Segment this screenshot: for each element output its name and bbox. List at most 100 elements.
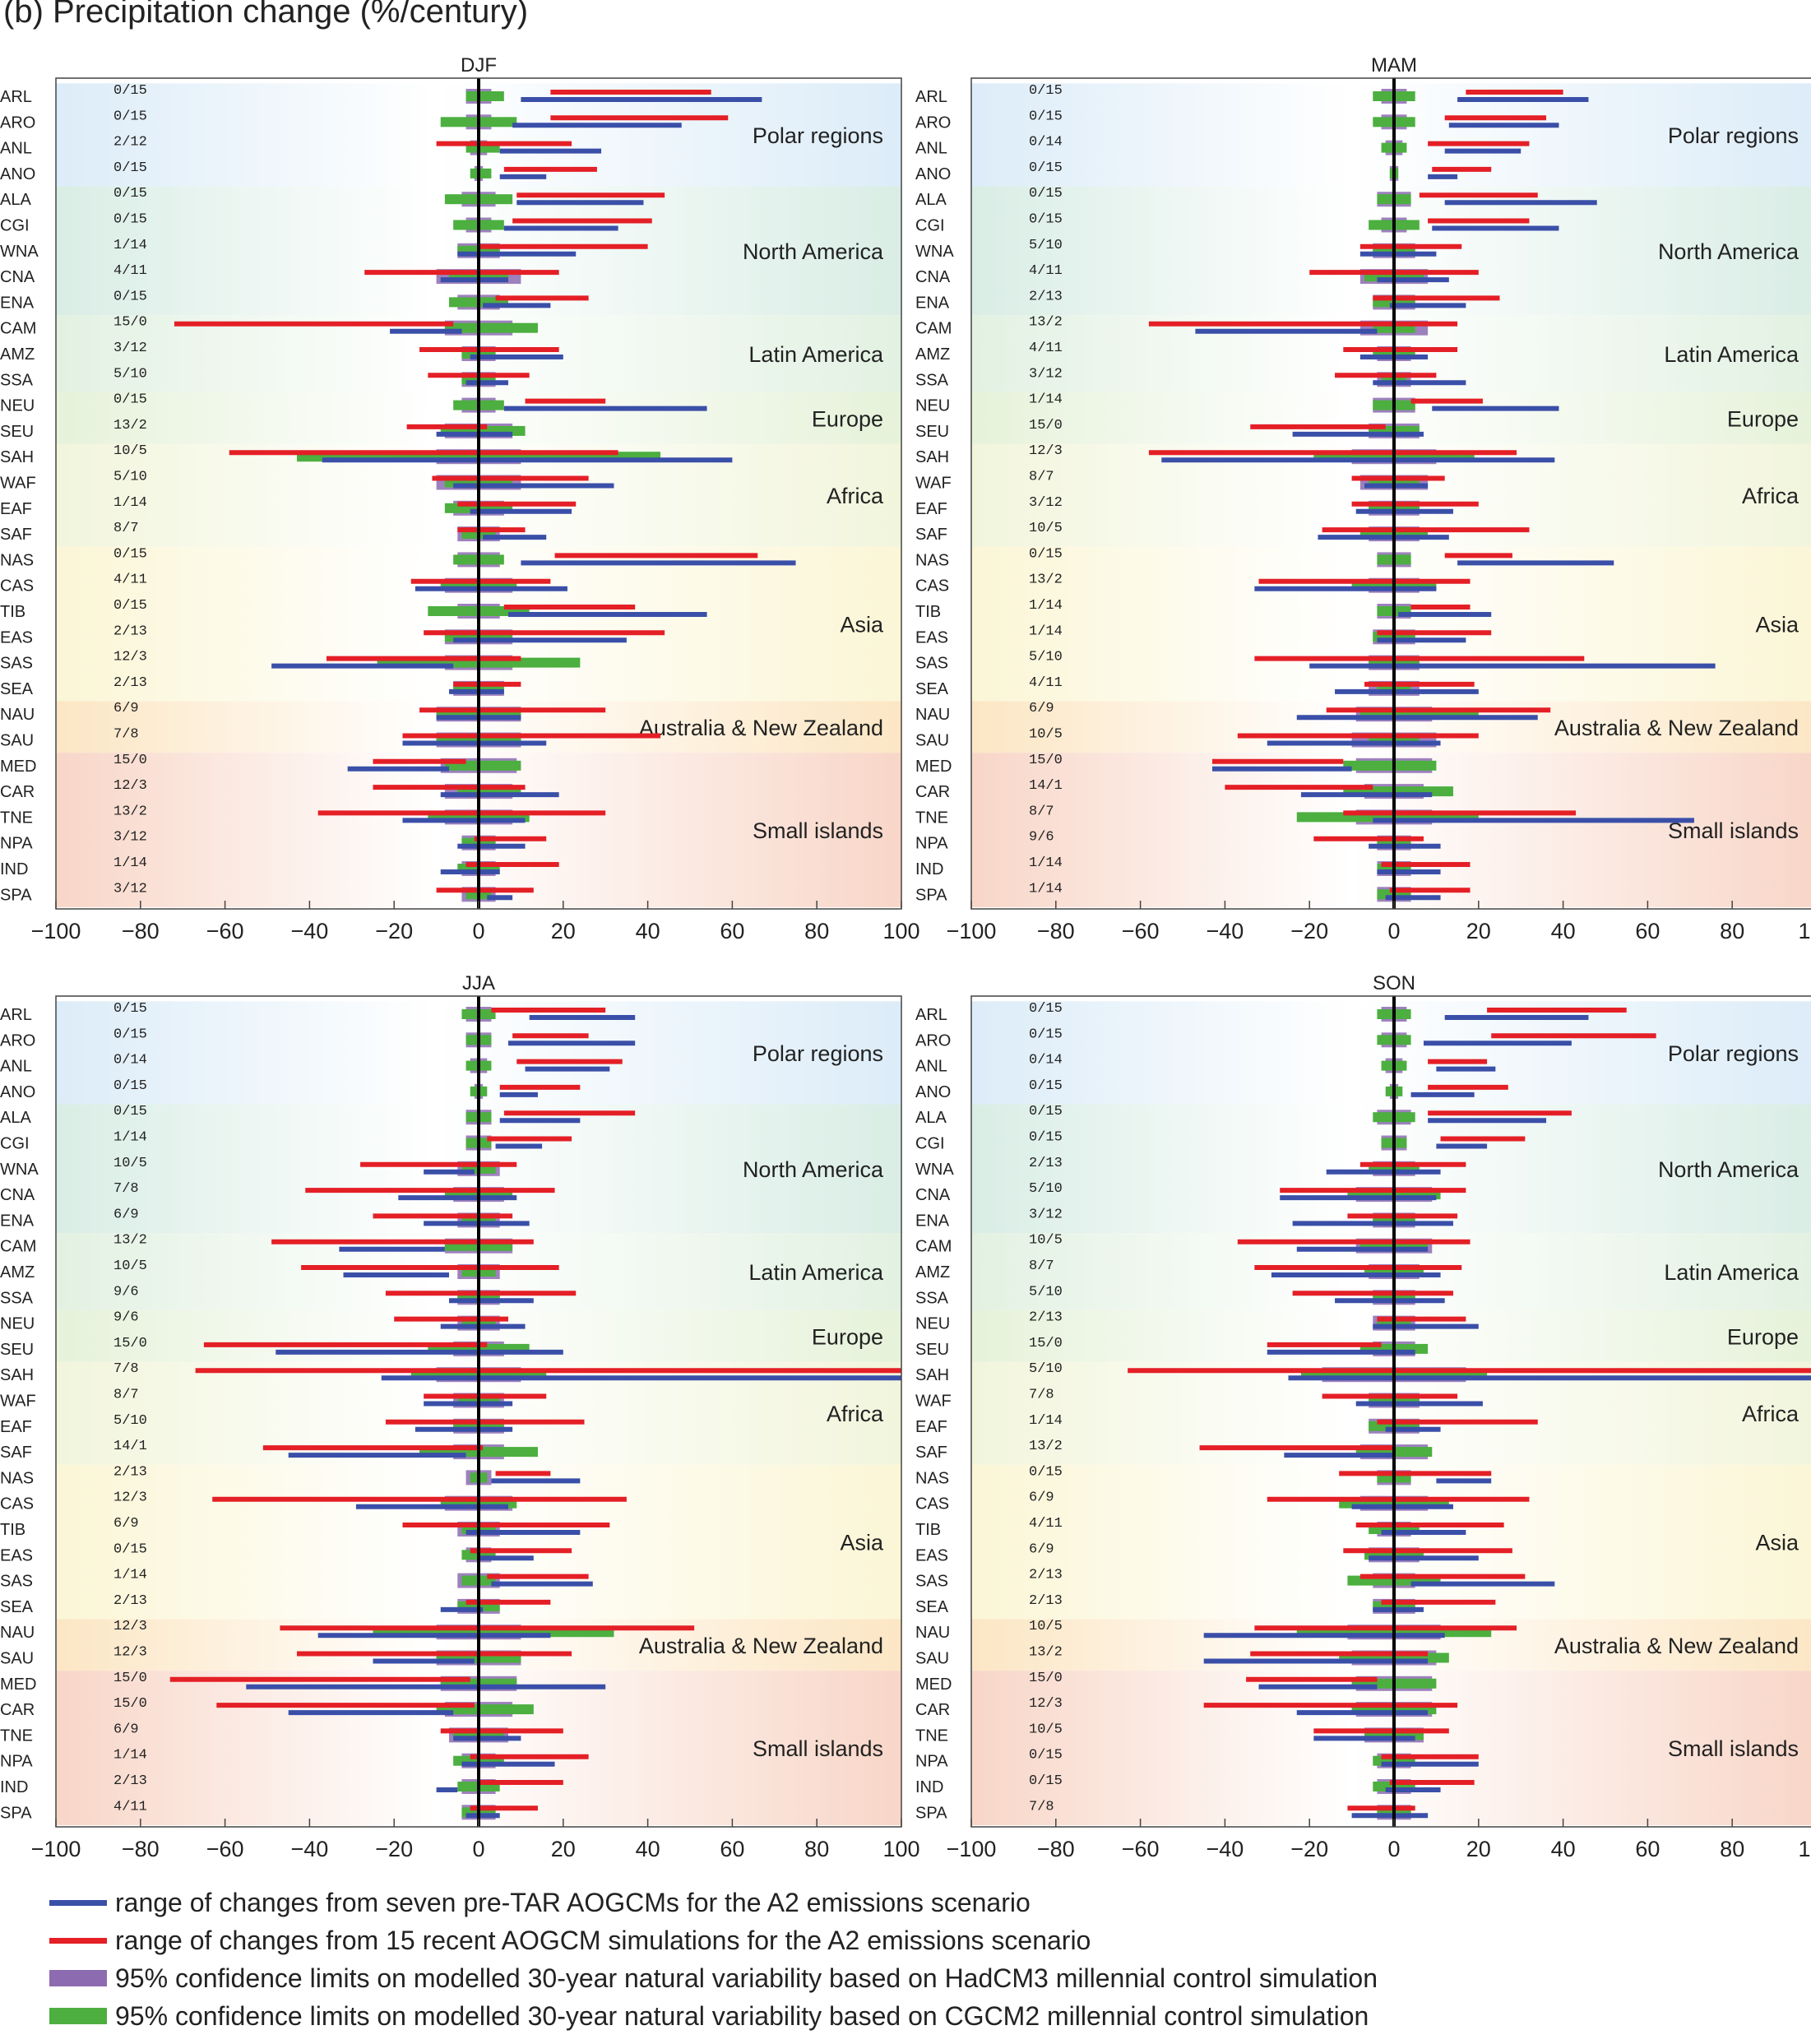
x-tick-label: 60 (1635, 919, 1660, 943)
model-count-label: 1/14 (113, 1748, 147, 1764)
region-group-label: Polar regions (1668, 123, 1799, 148)
model-count-label: 13/2 (113, 804, 147, 819)
x-tick-label: −20 (1290, 919, 1328, 943)
region-label: EAF (915, 1418, 947, 1436)
x-tick-label: −100 (31, 1837, 81, 1861)
x-tick-label: −20 (1290, 1837, 1328, 1861)
x-tick-label: 0 (1387, 1837, 1400, 1861)
model-count-label: 2/12 (113, 135, 147, 151)
legend-item-recent: range of changes from 15 recent AOGCM si… (49, 1921, 1378, 1959)
model-count-label: 4/11 (1029, 341, 1063, 356)
region-group-label: Polar regions (753, 1041, 883, 1066)
region-label: SPA (0, 886, 32, 904)
region-label: ANL (915, 140, 947, 158)
x-tick-label: −40 (290, 919, 328, 943)
model-count-label: 0/15 (1029, 1001, 1063, 1017)
x-tick-label: 40 (1551, 919, 1576, 943)
legend-item-cgcm2: 95% confidence limits on modelled 30-yea… (49, 1997, 1378, 2035)
model-count-label: 13/2 (1029, 1439, 1063, 1454)
region-label: SEU (915, 423, 949, 441)
legend: range of changes from seven pre-TAR AOGC… (49, 1884, 1378, 2035)
legend-item-pre-tar: range of changes from seven pre-TAR AOGC… (49, 1884, 1378, 1921)
panel-son: Polar regions North America Latin America E… (915, 972, 1811, 1861)
region-label: SEA (915, 680, 949, 698)
region-group-label: Europe (812, 1324, 883, 1349)
x-tick-label: −40 (290, 1837, 328, 1861)
model-count-label: 10/5 (1029, 521, 1063, 536)
model-count-label: 15/0 (1029, 753, 1063, 768)
region-label: SAU (0, 1650, 34, 1668)
model-count-label: 12/3 (113, 778, 147, 794)
region-label: CAS (915, 1495, 949, 1513)
region-label: NAU (0, 1624, 35, 1642)
region-label: IND (0, 1778, 28, 1796)
region-group-label: North America (1658, 239, 1799, 264)
model-count-label: 12/3 (1029, 1696, 1063, 1712)
model-count-label: 0/15 (1029, 1464, 1063, 1480)
model-count-label: 12/3 (113, 1645, 147, 1661)
region-label: WNA (0, 243, 39, 261)
model-count-label: 15/0 (113, 315, 147, 331)
region-label: NPA (915, 1753, 948, 1771)
model-count-label: 15/0 (113, 753, 147, 768)
region-label: ENA (915, 294, 950, 312)
region-label: ARL (0, 88, 32, 106)
x-tick-label: −80 (122, 919, 160, 943)
region-label: SEA (0, 1598, 34, 1616)
region-label: CNA (915, 268, 951, 286)
region-label: CAR (0, 783, 35, 801)
region-label: NPA (915, 835, 948, 853)
x-tick-label: 100 (882, 1837, 919, 1861)
region-group-label: Polar regions (1668, 1041, 1799, 1066)
model-count-label: 3/12 (113, 341, 147, 356)
model-count-label: 10/5 (113, 1156, 147, 1171)
region-label: SAU (0, 732, 34, 750)
region-group-label: Latin America (1664, 1260, 1799, 1285)
region-label: AMZ (915, 1263, 950, 1282)
region-group-label: Asia (840, 613, 884, 637)
region-group-label: Australia & New Zealand (639, 716, 883, 740)
region-label: SSA (915, 1289, 949, 1307)
region-label: EAS (915, 628, 948, 647)
model-count-label: 10/5 (113, 443, 147, 459)
region-label: CNA (915, 1186, 951, 1204)
legend-swatch (49, 1937, 107, 1944)
region-group-label: Small islands (1668, 1736, 1799, 1761)
region-label: SAU (915, 732, 949, 750)
model-count-label: 14/1 (1029, 778, 1063, 794)
region-label: CAR (0, 1701, 35, 1719)
region-group-label: North America (743, 239, 884, 264)
region-label: AMZ (0, 345, 35, 364)
region-label: WNA (915, 1161, 954, 1179)
model-count-label: 2/13 (113, 1593, 147, 1609)
model-count-label: 2/13 (113, 623, 147, 639)
region-label: CNA (0, 268, 35, 286)
region-group-label: North America (1658, 1157, 1799, 1182)
region-label: MED (0, 1676, 36, 1694)
model-count-label: 4/11 (1029, 675, 1063, 691)
model-count-label: 13/2 (1029, 572, 1063, 588)
legend-swatch (49, 2008, 107, 2024)
model-count-label: 6/9 (113, 1207, 139, 1222)
x-tick-label: −20 (375, 1837, 413, 1861)
model-count-label: 0/15 (113, 1104, 147, 1119)
x-tick-label: 20 (1466, 1837, 1491, 1861)
region-label: SAH (0, 448, 34, 466)
figure-title: (b) Precipitation change (%/century) (3, 0, 529, 30)
region-label: TIB (915, 603, 941, 621)
model-count-label: 13/2 (1029, 315, 1063, 331)
model-count-label: 2/13 (1029, 289, 1063, 304)
region-label: CAM (0, 1238, 36, 1256)
model-count-label: 0/15 (1029, 1748, 1063, 1764)
region-label: SAS (0, 655, 33, 673)
region-label: ARO (915, 114, 951, 132)
region-label: WAF (0, 475, 36, 493)
x-tick-label: −80 (1037, 1837, 1075, 1861)
cgcm2-variability-box (465, 91, 504, 101)
x-tick-label: 80 (1720, 1837, 1744, 1861)
model-count-label: 6/9 (1029, 701, 1054, 716)
model-count-label: 5/10 (113, 1413, 147, 1429)
x-tick-label: 100 (1798, 919, 1811, 943)
region-group-label: Asia (1755, 1531, 1799, 1555)
region-label: SAH (0, 1366, 34, 1384)
